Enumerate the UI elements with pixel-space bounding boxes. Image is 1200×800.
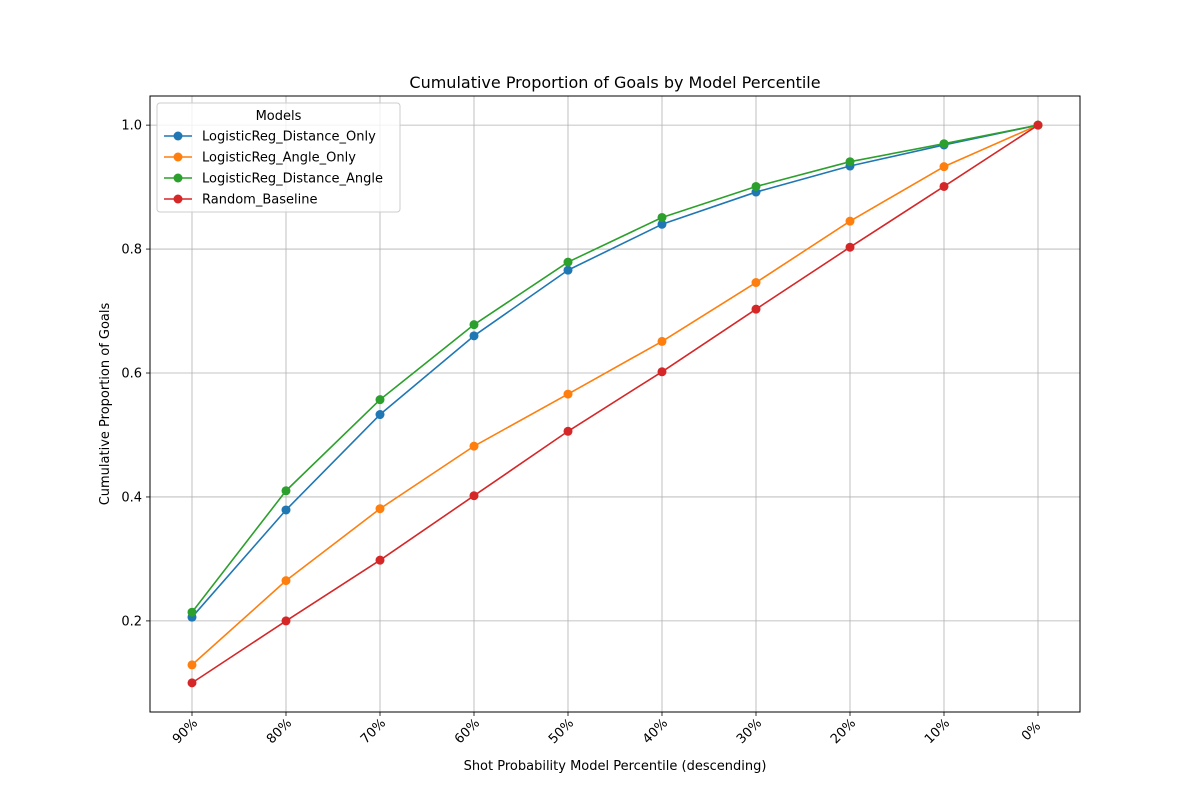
data-point [187, 678, 197, 688]
data-point [845, 216, 855, 226]
plot-frame [149, 95, 1081, 713]
legend-item-random-baseline: Random_Baseline [164, 193, 317, 208]
data-point [657, 212, 667, 222]
series-random-baseline [187, 120, 1043, 688]
data-point [751, 304, 761, 314]
legend-title: Models [256, 109, 302, 124]
data-point [563, 265, 573, 275]
legend-item-logisticreg-distance-angle: LogisticReg_Distance_Angle [164, 172, 383, 187]
data-point [375, 410, 385, 420]
series-logisticreg-angle-only [187, 120, 1043, 670]
legend-box [156, 102, 401, 213]
data-point [281, 505, 291, 515]
y-tick-label: 0.6 [121, 367, 142, 382]
data-point [845, 157, 855, 167]
legend-label: LogisticReg_Angle_Only [202, 151, 356, 166]
data-point [657, 367, 667, 377]
data-point [375, 504, 385, 514]
data-point [563, 426, 573, 436]
data-point [469, 491, 479, 501]
data-point [469, 320, 479, 330]
data-point [281, 576, 291, 586]
legend-label: LogisticReg_Distance_Angle [202, 172, 383, 187]
data-point [187, 660, 197, 670]
legend-item-logisticreg-distance-only: LogisticReg_Distance_Only [164, 130, 376, 145]
data-point [939, 139, 949, 149]
series-line [191, 124, 1039, 618]
data-point [939, 162, 949, 172]
data-point [751, 278, 761, 288]
y-tick-label: 0.2 [121, 614, 142, 629]
legend: Models LogisticReg_Distance_OnlyLogistic… [156, 102, 401, 213]
legend-items: LogisticReg_Distance_Only LogisticReg_Ang… [164, 130, 383, 208]
y-tick-label: 1.0 [121, 119, 142, 134]
data-point [1033, 120, 1043, 130]
series-layer [187, 120, 1043, 688]
legend-label: LogisticReg_Distance_Only [202, 130, 376, 145]
series-logisticreg-distance-only [187, 120, 1043, 622]
data-point [657, 219, 667, 229]
data-point [469, 331, 479, 341]
legend-item-logisticreg-angle-only: LogisticReg_Angle_Only [164, 151, 356, 166]
y-tick-label: 0.4 [121, 490, 142, 505]
legend-marker [173, 194, 183, 204]
data-point [469, 441, 479, 451]
data-point [563, 389, 573, 399]
data-point [187, 607, 197, 617]
data-point [375, 395, 385, 405]
data-point [657, 336, 667, 346]
series-line [191, 124, 1039, 666]
y-axis-label: Cumulative Proportion of Goals [98, 302, 113, 505]
legend-marker [173, 173, 183, 183]
y-tick-label: 0.8 [121, 243, 142, 258]
data-point [563, 257, 573, 267]
data-point [845, 242, 855, 252]
data-point [281, 486, 291, 496]
data-point [375, 555, 385, 565]
data-point [751, 181, 761, 191]
data-point [939, 181, 949, 191]
series-line [191, 124, 1039, 613]
legend-marker [173, 152, 183, 162]
x-axis-label: Shot Probability Model Percentile (desce… [464, 759, 767, 774]
legend-marker [173, 131, 183, 141]
series-line [191, 124, 1039, 684]
chart-title: Cumulative Proportion of Goals by Model … [409, 73, 820, 92]
data-point [281, 616, 291, 626]
legend-label: Random_Baseline [202, 193, 317, 208]
